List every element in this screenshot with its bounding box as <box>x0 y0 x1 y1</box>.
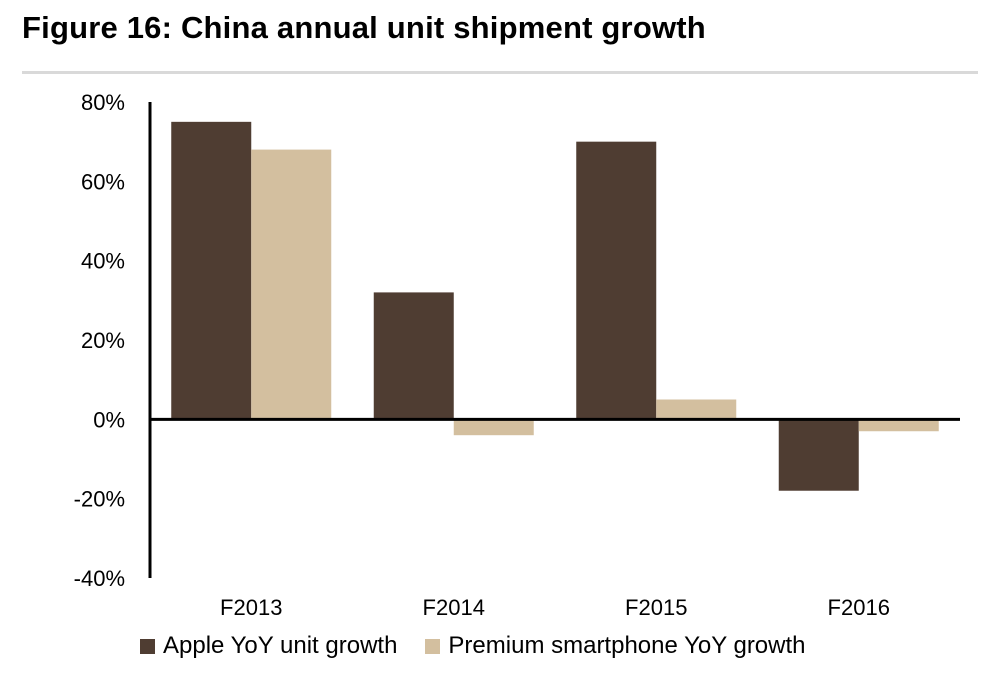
bar-f2013-series-0 <box>171 121 252 420</box>
x-tick-labels: F2013 F2014 F2015 F2016 <box>220 595 890 620</box>
x-tick-label: F2013 <box>220 595 282 620</box>
bars-group <box>171 121 939 491</box>
y-tick-label: 0% <box>93 407 125 432</box>
x-tick-label: F2015 <box>625 595 687 620</box>
y-tick-label: 20% <box>81 328 125 353</box>
legend-item-premium: Premium smartphone YoY growth <box>425 632 806 660</box>
title-divider <box>22 71 978 74</box>
legend-swatch-apple <box>140 638 155 654</box>
legend-label-apple: Apple YoY unit growth <box>163 632 398 659</box>
x-tick-label: F2014 <box>423 595 485 620</box>
y-tick-label: -40% <box>74 566 125 591</box>
legend: Apple YoY unit growth Premium smartphone… <box>140 632 834 660</box>
bar-f2015-series-1 <box>656 399 737 420</box>
bar-f2014-series-1 <box>453 419 534 436</box>
bar-chart: 80%60%40%20%0%-20%-40% F2013 F2014 F2015 F2… <box>74 90 960 620</box>
y-tick-label: 60% <box>81 169 125 194</box>
bar-f2014-series-0 <box>373 292 454 420</box>
y-tick-label: 80% <box>81 90 125 115</box>
y-tick-label: -20% <box>74 487 125 512</box>
chart-title: Figure 16: China annual unit shipment gr… <box>22 10 706 45</box>
bar-f2016-series-1 <box>858 419 939 432</box>
y-tick-labels: 80% 60% 40% 20% 0% -20% -40% <box>74 90 125 591</box>
legend-swatch-premium <box>425 638 441 654</box>
legend-item-apple: Apple YoY unit growth <box>140 632 397 660</box>
legend-label-premium: Premium smartphone YoY growth <box>448 632 806 659</box>
bar-f2015-series-0 <box>576 141 657 420</box>
bar-f2016-series-0 <box>778 419 859 491</box>
axes-group <box>148 102 960 578</box>
y-tick-label: 40% <box>81 249 125 274</box>
bar-f2013-series-1 <box>251 149 332 420</box>
x-tick-label: F2016 <box>828 595 890 620</box>
